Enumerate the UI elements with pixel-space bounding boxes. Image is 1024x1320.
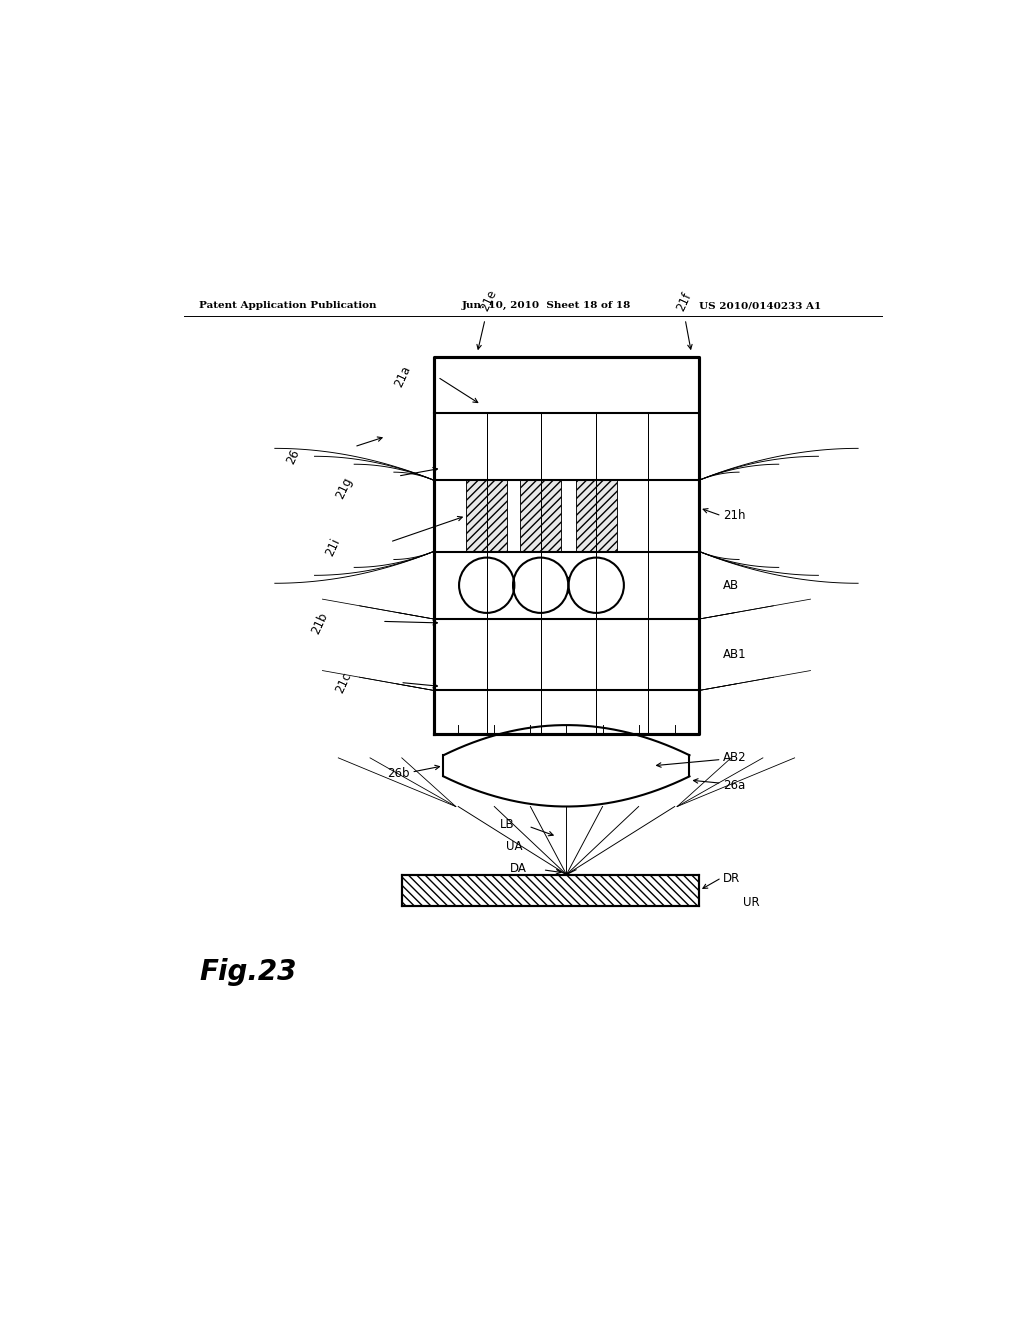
Text: 21g: 21g [333,475,354,502]
Text: LB: LB [501,818,515,832]
Text: 26: 26 [285,446,303,466]
Text: 26a: 26a [723,779,745,792]
Text: AB1: AB1 [723,648,746,661]
Text: AB2: AB2 [723,751,746,764]
Text: AB: AB [723,578,739,591]
Text: UA: UA [506,841,523,853]
Text: Jun. 10, 2010  Sheet 18 of 18: Jun. 10, 2010 Sheet 18 of 18 [461,301,631,310]
Text: 21e: 21e [478,288,500,313]
Text: Patent Application Publication: Patent Application Publication [200,301,377,310]
Text: US 2010/0140233 A1: US 2010/0140233 A1 [699,301,821,310]
Bar [401,875,699,907]
Text: 21f: 21f [674,290,693,313]
Text: DR: DR [723,873,740,884]
Text: 21a: 21a [392,364,414,389]
Text: DA: DA [510,862,526,875]
Bar [575,480,616,552]
Text: 21i: 21i [323,536,342,558]
Bar [466,480,507,552]
Text: Fig.23: Fig.23 [200,958,297,986]
Bar [520,480,561,552]
Text: 26b: 26b [387,767,410,780]
Text: 21h: 21h [723,510,745,523]
Text: UR: UR [743,896,760,908]
Text: 21b: 21b [309,610,331,636]
Text: 21c: 21c [334,671,354,694]
